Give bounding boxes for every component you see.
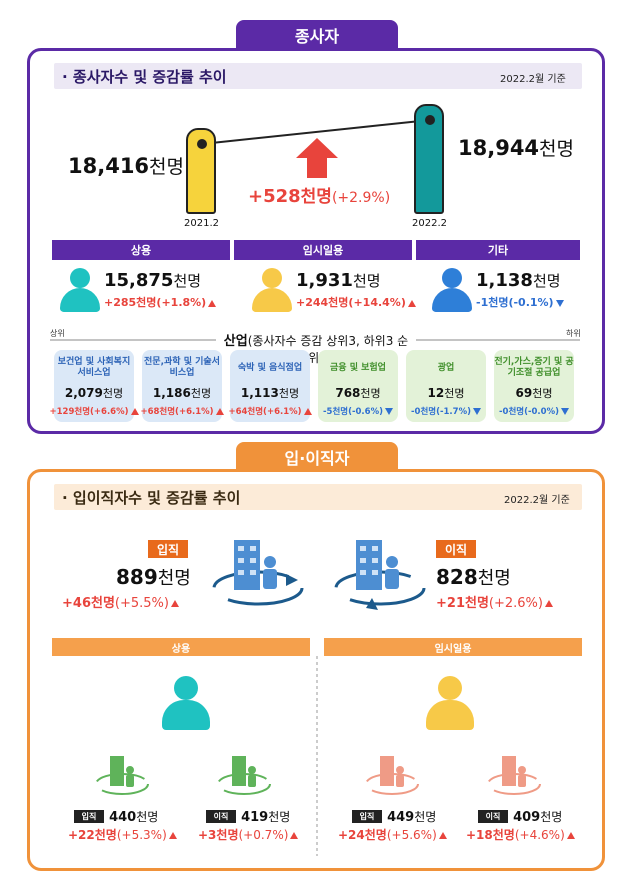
up-arrow-icon [168, 832, 177, 839]
down-arrow-icon [555, 299, 564, 307]
industry-change: -5천명(-0.6%) [323, 405, 393, 417]
employees-trend-graphic [201, 119, 431, 145]
turnover-panel [27, 469, 605, 871]
down-arrow-icon [384, 408, 393, 415]
up-arrow-icon [130, 408, 139, 415]
up-arrow-icon [303, 408, 312, 415]
building-hire-icon [212, 540, 304, 606]
temporary-hire-change: +24천명(+5.6%) [338, 826, 447, 843]
up-arrow-icon [215, 408, 224, 415]
building-separation-icon [487, 756, 541, 795]
up-arrow-icon [566, 832, 575, 839]
regular-hire-change: +22천명(+5.3%) [68, 826, 177, 843]
person-icon-temporary [426, 676, 474, 730]
turnover-category-temporary: 임시일용 [324, 638, 582, 656]
industry-value: 1,113천명 [240, 386, 300, 400]
industry-name: 광업 [437, 362, 455, 373]
person-icon-other [432, 268, 472, 312]
turnover-category-regular: 상용 [52, 638, 310, 656]
hire-tag: 입직 [148, 540, 188, 558]
category-divider [316, 656, 318, 856]
industry-value: 2,079천명 [64, 386, 124, 400]
building-separation-icon [334, 540, 426, 610]
regular-value: 15,875천명 [104, 270, 202, 291]
separation-change: +21천명(+2.6%) [436, 592, 553, 611]
temporary-value: 1,931천명 [296, 270, 381, 291]
curr-employees-value: 18,944천명 [458, 136, 575, 160]
industry-card: 숙박 및 음식점업 1,113천명 +64천명(+6.1%) [228, 350, 312, 422]
separation-tag: 이직 [436, 540, 476, 558]
industry-change: +68천명(+6.1%) [140, 405, 224, 417]
turnover-tab: 입·이직자 [236, 442, 398, 472]
building-hire-icon [365, 756, 419, 795]
industry-name: 금융 및 보험업 [330, 362, 386, 373]
hire-change: +46천명(+5.5%) [62, 592, 179, 611]
industry-change: +64천명(+6.1%) [228, 405, 312, 417]
industry-change: -0천명(-0.0%) [499, 405, 569, 417]
turnover-date: 2022.2월 기준 [504, 495, 570, 506]
temporary-separation-value: 이직 409천명 [478, 806, 562, 825]
regular-separation-change: +3천명(+0.7%) [198, 826, 299, 843]
person-icon-regular [162, 676, 210, 730]
employees-tab: 종사자 [236, 20, 398, 50]
up-arrow-icon [544, 600, 553, 607]
down-arrow-icon [472, 408, 481, 415]
rank-high-label: 상위 [50, 329, 65, 338]
industry-value: 69천명 [515, 386, 553, 400]
industry-change: +129천명(+6.6%) [50, 405, 139, 417]
category-bar-temporary: 임시일용 [234, 240, 412, 260]
temporary-change: +244천명(+14.4%) [296, 294, 416, 310]
industry-card: 전문,과학 및 기술서비스업 1,186천명 +68천명(+6.1%) [140, 350, 224, 422]
industry-change: -0천명(-1.7%) [411, 405, 481, 417]
prev-dot [197, 139, 207, 149]
prev-employees-value: 18,416천명 [68, 154, 185, 178]
separation-value: 828천명 [436, 565, 511, 589]
employees-date: 2022.2월 기준 [500, 74, 566, 85]
category-bar-other: 기타 [416, 240, 580, 260]
regular-hire-value: 입직 440천명 [74, 806, 158, 825]
industry-value: 12천명 [427, 386, 465, 400]
person-icon-regular [60, 268, 100, 312]
employees-change: +528천명(+2.9%) [248, 186, 391, 207]
regular-change: +285천명(+1.8%) [104, 294, 217, 310]
industry-card: 광업 12천명 -0천명(-1.7%) [406, 350, 486, 422]
industry-card: 전기,가스,증기 및 공기조절 공급업 69천명 -0천명(-0.0%) [494, 350, 574, 422]
up-arrow-icon [290, 832, 299, 839]
prev-year-label: 2021.2 [184, 218, 219, 229]
rank-low-label: 하위 [566, 329, 581, 338]
up-arrow-icon [407, 299, 416, 307]
curr-dot [425, 115, 435, 125]
employees-subtitle: · 종사자수 및 증감률 추이 [54, 63, 582, 89]
category-bar-regular: 상용 [52, 240, 230, 260]
up-arrow-icon [170, 600, 179, 607]
turnover-subtitle: · 입이직자수 및 증감률 추이 [54, 484, 582, 510]
regular-separation-value: 이직 419천명 [206, 806, 290, 825]
industry-name: 전기,가스,증기 및 공기조절 공급업 [494, 357, 574, 378]
person-icon-temporary [252, 268, 292, 312]
industry-name: 숙박 및 음식점업 [237, 362, 303, 373]
industry-card: 금융 및 보험업 768천명 -5천명(-0.6%) [318, 350, 398, 422]
building-separation-icon [217, 756, 271, 795]
industry-name: 전문,과학 및 기술서비스업 [144, 357, 220, 378]
industry-card: 보건업 및 사회복지 서비스업 2,079천명 +129천명(+6.6%) [50, 350, 139, 422]
up-arrow-icon [438, 832, 447, 839]
building-hire-icon [95, 756, 149, 795]
industry-value: 768천명 [335, 386, 381, 400]
curr-year-label: 2022.2 [412, 218, 447, 229]
other-change: -1천명(-0.1%) [476, 294, 564, 310]
temporary-hire-value: 입직 449천명 [352, 806, 436, 825]
hire-value: 889천명 [116, 565, 191, 589]
industry-name: 보건업 및 사회복지 서비스업 [57, 357, 131, 378]
down-arrow-icon [560, 408, 569, 415]
temporary-separation-change: +18천명(+4.6%) [466, 826, 575, 843]
up-arrow-icon [208, 299, 217, 307]
increase-arrow-icon [296, 138, 338, 178]
industry-value: 1,186천명 [152, 386, 212, 400]
other-value: 1,138천명 [476, 270, 561, 291]
